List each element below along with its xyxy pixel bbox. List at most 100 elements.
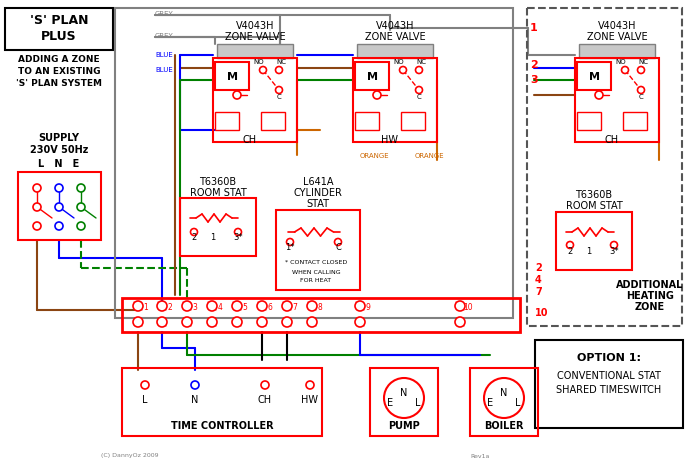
Text: 1: 1 [210,234,215,242]
Circle shape [611,241,618,249]
Text: ORANGE: ORANGE [415,153,444,159]
Text: N: N [500,388,508,398]
Text: 10: 10 [535,308,549,318]
Bar [357,44,433,58]
Circle shape [235,228,242,235]
Text: 2: 2 [530,60,538,70]
Circle shape [77,203,85,211]
Bar [5,8,113,50]
Circle shape [182,301,192,311]
Text: PLUS: PLUS [41,30,77,44]
Circle shape [384,378,424,418]
Text: N: N [400,388,408,398]
Text: 5: 5 [243,302,248,312]
Circle shape [275,66,282,73]
Text: L   N   E: L N E [39,159,79,169]
Circle shape [77,222,85,230]
Text: ADDITIONAL: ADDITIONAL [616,280,684,290]
Text: T6360B: T6360B [199,177,237,187]
Circle shape [455,301,465,311]
Text: C: C [417,94,422,100]
Bar [556,212,632,270]
Circle shape [415,87,422,94]
Text: 2: 2 [567,248,573,256]
Text: ZONE VALVE: ZONE VALVE [586,32,647,42]
Circle shape [33,222,41,230]
Bar [401,112,425,130]
Text: * CONTACT CLOSED: * CONTACT CLOSED [285,261,347,265]
Bar [535,340,683,428]
Circle shape [638,66,644,73]
Text: M: M [589,72,600,82]
Text: SHARED TIMESWITCH: SHARED TIMESWITCH [556,385,662,395]
Text: L: L [415,398,421,408]
Circle shape [261,381,269,389]
Circle shape [141,381,149,389]
Bar [276,210,360,290]
Text: 2: 2 [168,302,172,312]
Circle shape [335,239,342,246]
Bar [115,8,513,318]
Text: V4043H: V4043H [376,21,414,31]
Text: (C) DannyOz 2009: (C) DannyOz 2009 [101,453,159,459]
Text: 1*: 1* [285,243,295,253]
Circle shape [355,301,365,311]
Circle shape [207,317,217,327]
Circle shape [190,228,197,235]
Circle shape [282,301,292,311]
Text: SUPPLY: SUPPLY [39,133,79,143]
Circle shape [133,301,143,311]
Bar [215,112,239,130]
Text: E: E [487,398,493,408]
Text: L: L [515,398,521,408]
Text: ZONE: ZONE [635,302,665,312]
Text: NC: NC [416,59,426,65]
Circle shape [275,87,282,94]
Text: BLUE: BLUE [155,52,172,58]
Circle shape [259,66,266,73]
Circle shape [55,203,63,211]
Bar [623,112,647,130]
Text: FOR HEAT: FOR HEAT [300,278,332,284]
Text: PUMP: PUMP [388,421,420,431]
Bar [217,44,293,58]
Text: OPTION 1:: OPTION 1: [577,353,641,363]
Text: 6: 6 [268,302,273,312]
Text: 9: 9 [366,302,371,312]
Circle shape [191,381,199,389]
Circle shape [157,317,167,327]
Text: T6360B: T6360B [575,190,613,200]
Circle shape [355,317,365,327]
Circle shape [33,203,41,211]
Text: 3: 3 [193,302,197,312]
Circle shape [306,381,314,389]
Bar [577,112,601,130]
Text: HW: HW [382,135,399,145]
Circle shape [233,91,241,99]
Text: 3*: 3* [609,248,619,256]
Text: CH: CH [605,135,619,145]
Text: 2: 2 [191,234,197,242]
Circle shape [282,317,292,327]
Text: M: M [226,72,237,82]
Text: 10: 10 [463,302,473,312]
Text: 7: 7 [293,302,297,312]
Text: NC: NC [276,59,286,65]
Circle shape [157,301,167,311]
Bar [370,368,438,436]
Circle shape [484,378,524,418]
Text: CH: CH [243,135,257,145]
Text: L641A: L641A [303,177,333,187]
Text: 1: 1 [530,23,538,33]
Text: ROOM STAT: ROOM STAT [566,201,622,211]
Text: ADDING A ZONE: ADDING A ZONE [18,56,100,65]
Circle shape [55,222,63,230]
Text: NO: NO [394,59,404,65]
Text: C: C [277,94,282,100]
Circle shape [307,301,317,311]
Circle shape [33,184,41,192]
Text: TO AN EXISTING: TO AN EXISTING [18,67,100,76]
Text: STAT: STAT [306,199,330,209]
Circle shape [373,91,381,99]
Text: ROOM STAT: ROOM STAT [190,188,246,198]
